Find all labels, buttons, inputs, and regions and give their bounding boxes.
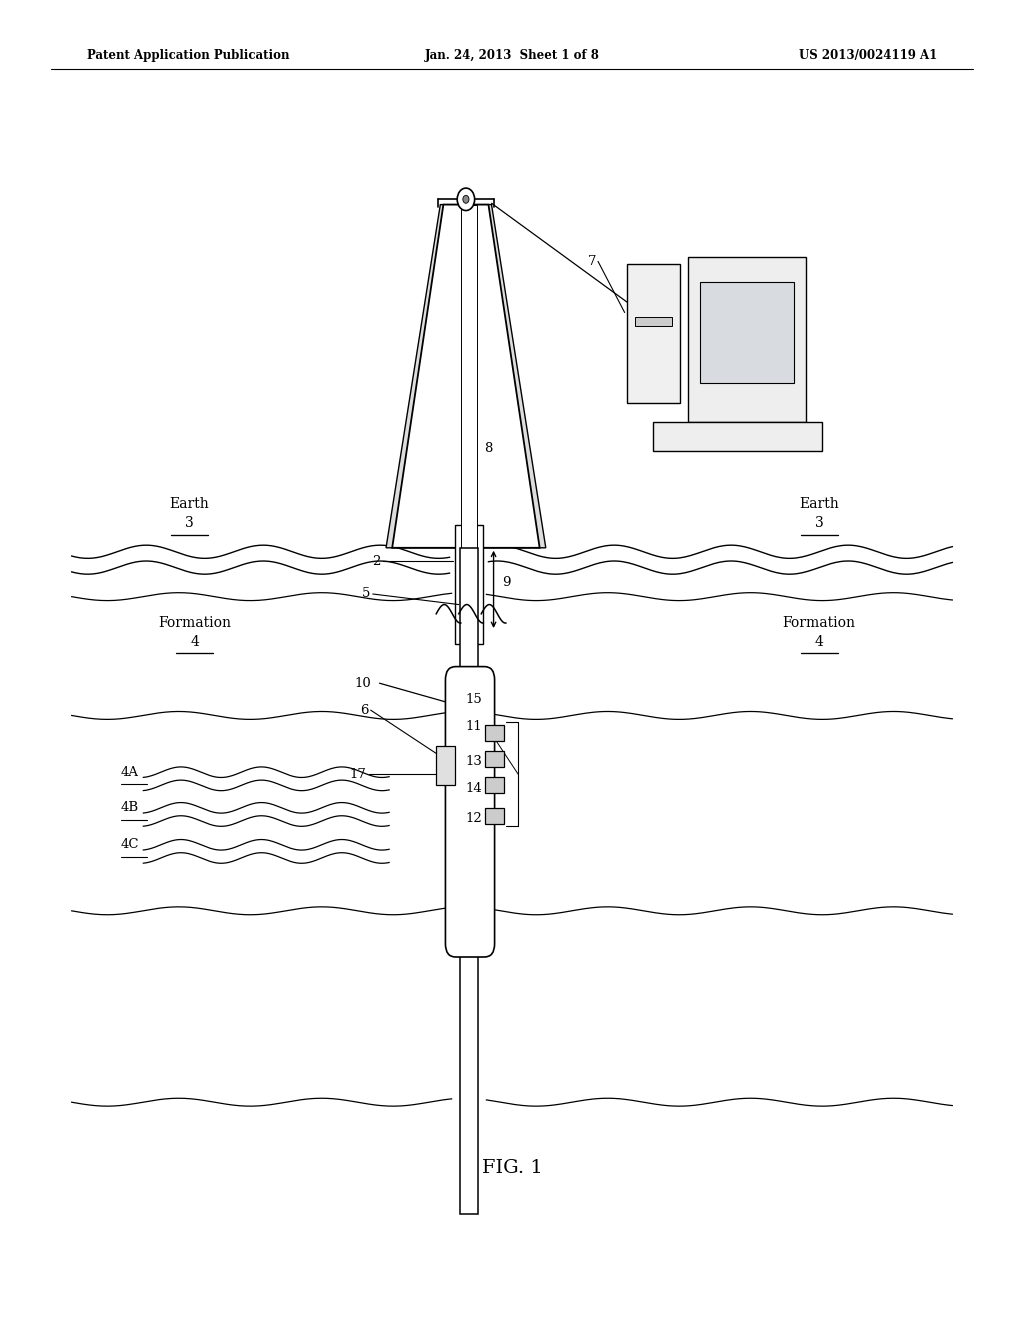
- Polygon shape: [386, 205, 546, 548]
- Text: 4A: 4A: [121, 766, 139, 779]
- Circle shape: [463, 195, 469, 203]
- FancyBboxPatch shape: [485, 808, 504, 824]
- Text: US 2013/0024119 A1: US 2013/0024119 A1: [799, 49, 937, 62]
- Text: 4C: 4C: [121, 838, 139, 851]
- FancyBboxPatch shape: [635, 317, 672, 326]
- FancyBboxPatch shape: [485, 777, 504, 793]
- FancyBboxPatch shape: [455, 525, 483, 644]
- Text: 9: 9: [502, 577, 510, 589]
- Text: 10: 10: [354, 677, 371, 690]
- FancyBboxPatch shape: [485, 725, 504, 741]
- FancyBboxPatch shape: [461, 205, 477, 548]
- Text: 5: 5: [362, 587, 371, 601]
- FancyBboxPatch shape: [460, 548, 478, 1214]
- Text: Patent Application Publication: Patent Application Publication: [87, 49, 290, 62]
- Text: 17: 17: [350, 768, 367, 780]
- FancyBboxPatch shape: [700, 282, 794, 383]
- Text: 3: 3: [815, 516, 823, 529]
- Text: FIG. 1: FIG. 1: [481, 1159, 543, 1177]
- FancyBboxPatch shape: [627, 264, 680, 403]
- Text: Jan. 24, 2013  Sheet 1 of 8: Jan. 24, 2013 Sheet 1 of 8: [425, 49, 599, 62]
- Text: 15: 15: [466, 693, 482, 706]
- Text: 14: 14: [466, 781, 482, 795]
- Text: 4: 4: [190, 635, 199, 648]
- Text: Earth: Earth: [800, 498, 839, 511]
- Text: 3: 3: [185, 516, 194, 529]
- Circle shape: [457, 187, 475, 210]
- FancyBboxPatch shape: [653, 422, 822, 451]
- Text: 8: 8: [484, 442, 493, 455]
- FancyBboxPatch shape: [485, 751, 504, 767]
- FancyBboxPatch shape: [688, 257, 806, 422]
- Text: 11: 11: [466, 719, 482, 733]
- FancyBboxPatch shape: [436, 746, 455, 785]
- Text: 6: 6: [360, 704, 369, 717]
- Text: 13: 13: [466, 755, 482, 768]
- Text: 2: 2: [373, 554, 381, 568]
- Text: 7: 7: [588, 255, 596, 268]
- Text: Formation: Formation: [158, 616, 231, 630]
- Polygon shape: [392, 205, 540, 548]
- Text: Earth: Earth: [170, 498, 209, 511]
- FancyBboxPatch shape: [445, 667, 495, 957]
- Text: 12: 12: [466, 812, 482, 825]
- Text: Formation: Formation: [782, 616, 856, 630]
- Text: 4B: 4B: [121, 801, 139, 814]
- Text: 4: 4: [815, 635, 823, 648]
